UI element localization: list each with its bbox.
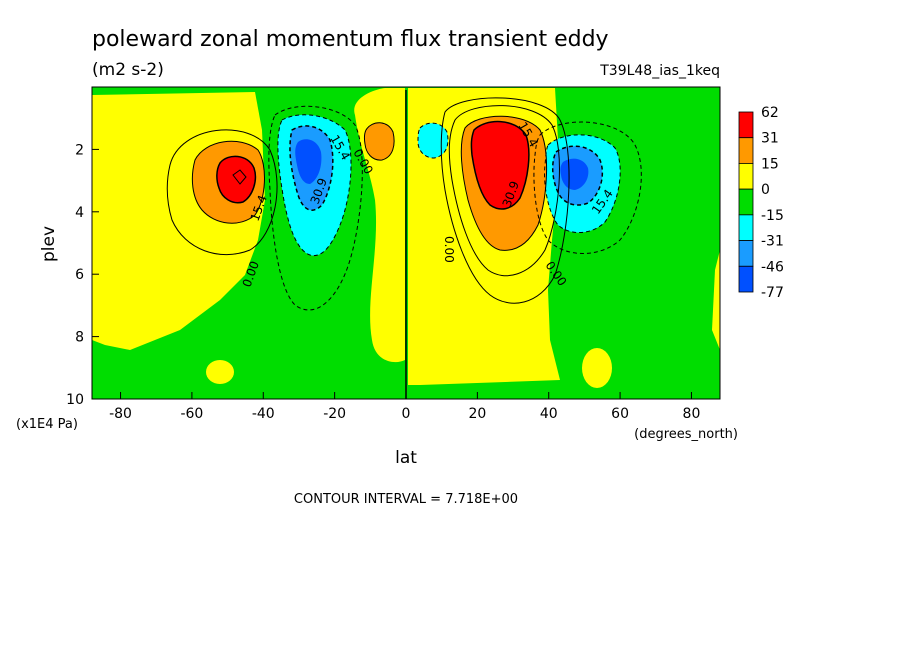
x-axis: -80 -60 -40 -20 0 20 40 60 80 (109, 392, 700, 422)
y-tick-label: 4 (75, 205, 84, 221)
region-neg-eq-nh (418, 123, 448, 158)
colorbar-label: -31 (761, 234, 784, 250)
contour-lines (166, 97, 570, 304)
colorbar-swatch (738, 137, 754, 164)
colorbar: 62 31 15 0 -15 -31 -46 -77 (738, 105, 784, 301)
colorbar-swatch (738, 265, 754, 293)
colorbar-swatch (738, 188, 754, 216)
colorbar-label: 0 (761, 182, 770, 198)
x-axis-label: lat (395, 448, 417, 468)
x-tick-label: 80 (683, 406, 701, 422)
plot-area (92, 87, 720, 399)
region-pos-nh-red (471, 121, 529, 210)
colorbar-label: -15 (761, 208, 784, 224)
region-neg-sh-core (295, 139, 322, 184)
y-axis-units: (x1E4 Pa) (16, 417, 78, 432)
x-axis-units: (degrees_north) (634, 427, 738, 442)
x-tick-label: 40 (540, 406, 558, 422)
colorbar-swatch (738, 214, 754, 241)
x-tick-label: -60 (180, 406, 203, 422)
y-tick-label: 2 (75, 142, 84, 158)
region-pos-eq-sh-orange (364, 122, 395, 161)
chart-title: poleward zonal momentum flux transient e… (92, 27, 609, 52)
region-positive-small-nh (582, 348, 612, 388)
colorbar-label: 62 (761, 105, 779, 121)
contour-lines-negative (268, 105, 642, 311)
region-neg-nh-core (560, 158, 589, 190)
x-tick-label: 60 (611, 406, 629, 422)
contour-label: 0.00 (442, 236, 456, 263)
y-axis-label: plev (39, 226, 59, 262)
y-axis: 2 4 6 8 10 (66, 142, 99, 408)
colorbar-label: -77 (761, 285, 784, 301)
colorbar-swatch (738, 111, 754, 139)
colorbar-swatch (738, 163, 754, 190)
chart-units: (m2 s-2) (92, 60, 164, 80)
x-tick-label: 0 (402, 406, 411, 422)
x-tick-label: -80 (109, 406, 132, 422)
region-positive-nh-edge (712, 250, 720, 350)
colorbar-swatch (738, 240, 754, 267)
contour-interval: CONTOUR INTERVAL = 7.718E+00 (294, 492, 518, 507)
x-tick-label: 20 (468, 406, 486, 422)
colorbar-label: 31 (761, 131, 779, 147)
region-positive-small-sh (206, 360, 234, 384)
region-positive-eq-sh (354, 88, 405, 363)
colorbar-label: -46 (761, 259, 784, 275)
colorbar-label: 15 (761, 156, 779, 172)
x-tick-label: -40 (252, 406, 275, 422)
y-tick-label: 10 (66, 392, 84, 408)
run-label: T39L48_ias_1keq (599, 63, 720, 79)
y-tick-label: 6 (75, 267, 84, 283)
x-tick-label: -20 (323, 406, 346, 422)
y-tick-label: 8 (75, 330, 84, 346)
